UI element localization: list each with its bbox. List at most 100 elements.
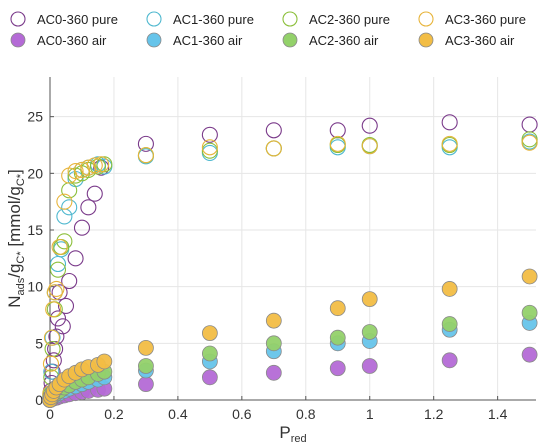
- y-axis-label: Nads/gC* [mmol/gC*]: [5, 169, 27, 308]
- ac0-360-pure-point: [45, 352, 62, 369]
- y-axis-label-subscript: C*: [15, 173, 27, 186]
- ac0-360-pure-point: [137, 135, 154, 152]
- legend-label-ac2-360-pure: AC2-360 pure: [309, 12, 390, 27]
- ac0-360-pure-point: [54, 318, 71, 335]
- gridlines: [49, 77, 536, 401]
- x-axis-label-main: P: [279, 423, 290, 442]
- ac2-360-air-point: [441, 316, 458, 332]
- y-tick-label: 15: [27, 222, 43, 238]
- ac3-360-air-point: [265, 312, 282, 329]
- ac3-360-pure-point: [56, 193, 73, 210]
- ac2-360-pure-point: [49, 261, 67, 278]
- legend-marker-ac2-360-air: [282, 32, 298, 48]
- ac2-360-air-point: [201, 345, 218, 362]
- y-axis-label-part: ]: [5, 169, 24, 174]
- ac2-360-air-point: [329, 329, 346, 346]
- legend-label-ac2-360-air: AC2-360 air: [309, 33, 379, 48]
- ac0-360-air-point: [265, 364, 282, 381]
- legend-marker-ac3-360-pure: [418, 11, 434, 27]
- ac0-360-pure-point: [80, 199, 97, 216]
- ac0-360-air-point: [521, 346, 538, 363]
- legend: AC0-360 pure AC1-360 pure AC2-360 pure AC3-…: [10, 11, 526, 48]
- ac0-360-pure-point: [201, 126, 218, 143]
- legend-marker-ac1-360-air: [146, 32, 162, 48]
- ac0-360-air-point: [329, 360, 346, 377]
- ac3-360-air-point: [329, 300, 346, 317]
- y-tick-label: 5: [35, 335, 43, 351]
- ac1-360-pure-point: [56, 208, 73, 225]
- y-axis-label-part: N: [5, 296, 24, 308]
- ac0-360-pure-point: [51, 284, 68, 301]
- y-tick-label: 25: [27, 109, 43, 125]
- legend-marker-ac3-360-air: [418, 32, 434, 48]
- legend-marker-ac2-360-pure: [282, 11, 298, 27]
- ac3-360-pure-point: [80, 159, 97, 176]
- ac0-360-air-point: [361, 358, 378, 374]
- ac0-360-air-point: [201, 369, 218, 386]
- x-tick-label: 0: [46, 406, 54, 422]
- ac3-360-air-point: [361, 291, 378, 308]
- ac0-360-pure-point: [361, 117, 378, 134]
- ac3-360-air-point: [201, 325, 218, 342]
- ac3-360-pure-point: [42, 355, 60, 372]
- ac3-360-pure-point: [48, 280, 65, 297]
- ac0-360-pure-point: [441, 114, 458, 131]
- ac0-360-pure-point: [86, 185, 103, 202]
- data-points: [42, 114, 538, 408]
- ac3-360-air-point: [441, 281, 458, 297]
- ac0-360-pure-point: [265, 122, 282, 139]
- ac3-360-pure-point: [67, 163, 84, 180]
- x-tick-label: 0.2: [104, 406, 124, 422]
- y-axis-label-part: /g: [5, 264, 24, 278]
- ac3-360-air-point: [138, 339, 154, 356]
- ac3-360-pure-point: [51, 238, 68, 256]
- y-tick-labels: 0 5 10 15 20 25: [27, 109, 54, 408]
- y-tick-label: 0: [35, 392, 43, 408]
- y-tick-label: 10: [27, 279, 43, 295]
- y-tick-label: 20: [27, 165, 43, 181]
- ac2-360-air-point: [138, 358, 154, 374]
- ac3-360-air-point: [96, 353, 113, 370]
- ac2-360-pure-point: [201, 142, 218, 159]
- legend-marker-ac1-360-pure: [146, 11, 162, 27]
- legend-marker-ac0-360-pure: [10, 11, 26, 27]
- ac0-360-pure-point: [521, 116, 538, 133]
- ac0-360-pure-point: [329, 122, 346, 139]
- ac3-360-pure-point: [201, 139, 218, 156]
- legend-label-ac0-360-air: AC0-360 air: [37, 33, 107, 48]
- ac3-360-pure-point: [43, 329, 60, 346]
- ac2-360-pure-point: [96, 156, 113, 173]
- ac0-360-pure-point: [57, 297, 75, 314]
- ac2-360-pure-point: [521, 131, 538, 148]
- ac2-360-air-point: [521, 304, 538, 321]
- legend-marker-ac0-360-air: [10, 32, 26, 48]
- ac3-360-pure-point: [46, 284, 63, 301]
- ac2-360-air-point: [265, 335, 282, 352]
- x-tick-label: 1.2: [424, 406, 444, 422]
- ac3-360-air-point: [521, 268, 538, 285]
- x-tick-label: 0.8: [296, 406, 316, 422]
- x-tick-labels: 0 0.2 0.4 0.6 0.8 1 1.2 1.4: [46, 396, 508, 422]
- y-axis-label-subscript: C*: [15, 251, 27, 264]
- ac1-360-pure-point: [61, 199, 78, 216]
- ac3-360-pure-point: [521, 134, 538, 151]
- x-tick-label: 1: [366, 406, 374, 422]
- x-tick-label: 0.6: [232, 406, 252, 422]
- ac3-360-pure-point: [329, 135, 346, 152]
- ac0-360-pure-point: [73, 219, 91, 236]
- ac3-360-pure-point: [45, 301, 62, 318]
- ac0-360-air-point: [138, 376, 154, 393]
- x-tick-label: 0.4: [168, 406, 188, 422]
- legend-label-ac1-360-pure: AC1-360 pure: [173, 12, 254, 27]
- ac0-360-pure-point: [61, 272, 78, 290]
- y-axis-label-part: [mmol/g: [5, 186, 24, 251]
- ac3-360-pure-point: [137, 147, 154, 164]
- legend-label-ac1-360-air: AC1-360 air: [173, 33, 243, 48]
- ac3-360-pure-point: [441, 135, 458, 152]
- ac1-360-pure-point: [43, 363, 60, 380]
- ac0-360-pure-point: [49, 310, 67, 327]
- ac3-360-pure-point: [93, 156, 110, 173]
- ac3-360-pure-point: [86, 157, 103, 174]
- ac3-360-pure-point: [361, 138, 378, 155]
